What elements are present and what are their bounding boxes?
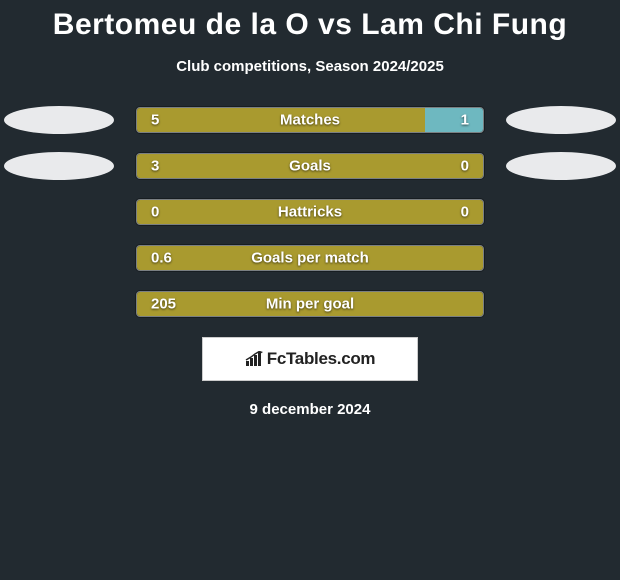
value-left: 205 (151, 296, 176, 313)
team-badge-left (4, 106, 114, 134)
stat-row: 5 Matches 1 (0, 107, 620, 133)
stat-label: Min per goal (266, 296, 354, 313)
stat-row: 0.6 Goals per match (0, 245, 620, 271)
value-left: 0.6 (151, 250, 172, 267)
logo-text: FcTables.com (267, 349, 376, 369)
logo-box[interactable]: FcTables.com (202, 337, 418, 381)
value-right: 0 (461, 158, 469, 175)
value-right: 1 (461, 112, 469, 129)
value-left: 0 (151, 204, 159, 221)
bar-track: 0.6 Goals per match (136, 245, 484, 271)
page-title: Bertomeu de la O vs Lam Chi Fung (0, 0, 620, 42)
stat-row: 3 Goals 0 (0, 153, 620, 179)
team-badge-right (506, 106, 616, 134)
date-label: 9 december 2024 (0, 401, 620, 418)
stat-label: Matches (280, 112, 340, 129)
bar-right (425, 108, 483, 132)
chart-icon (245, 351, 265, 367)
bar-track: 0 Hattricks 0 (136, 199, 484, 225)
stat-row: 205 Min per goal (0, 291, 620, 317)
stat-label: Goals per match (251, 250, 369, 267)
stat-row: 0 Hattricks 0 (0, 199, 620, 225)
team-badge-left (4, 152, 114, 180)
value-left: 5 (151, 112, 159, 129)
subtitle: Club competitions, Season 2024/2025 (0, 58, 620, 75)
stat-label: Hattricks (278, 204, 342, 221)
team-badge-right (506, 152, 616, 180)
bar-track: 5 Matches 1 (136, 107, 484, 133)
comparison-chart: 5 Matches 1 3 Goals 0 0 Hattricks 0 0.6 Goals per … (0, 107, 620, 317)
bar-track: 3 Goals 0 (136, 153, 484, 179)
stat-label: Goals (289, 158, 331, 175)
bar-track: 205 Min per goal (136, 291, 484, 317)
value-right: 0 (461, 204, 469, 221)
value-left: 3 (151, 158, 159, 175)
